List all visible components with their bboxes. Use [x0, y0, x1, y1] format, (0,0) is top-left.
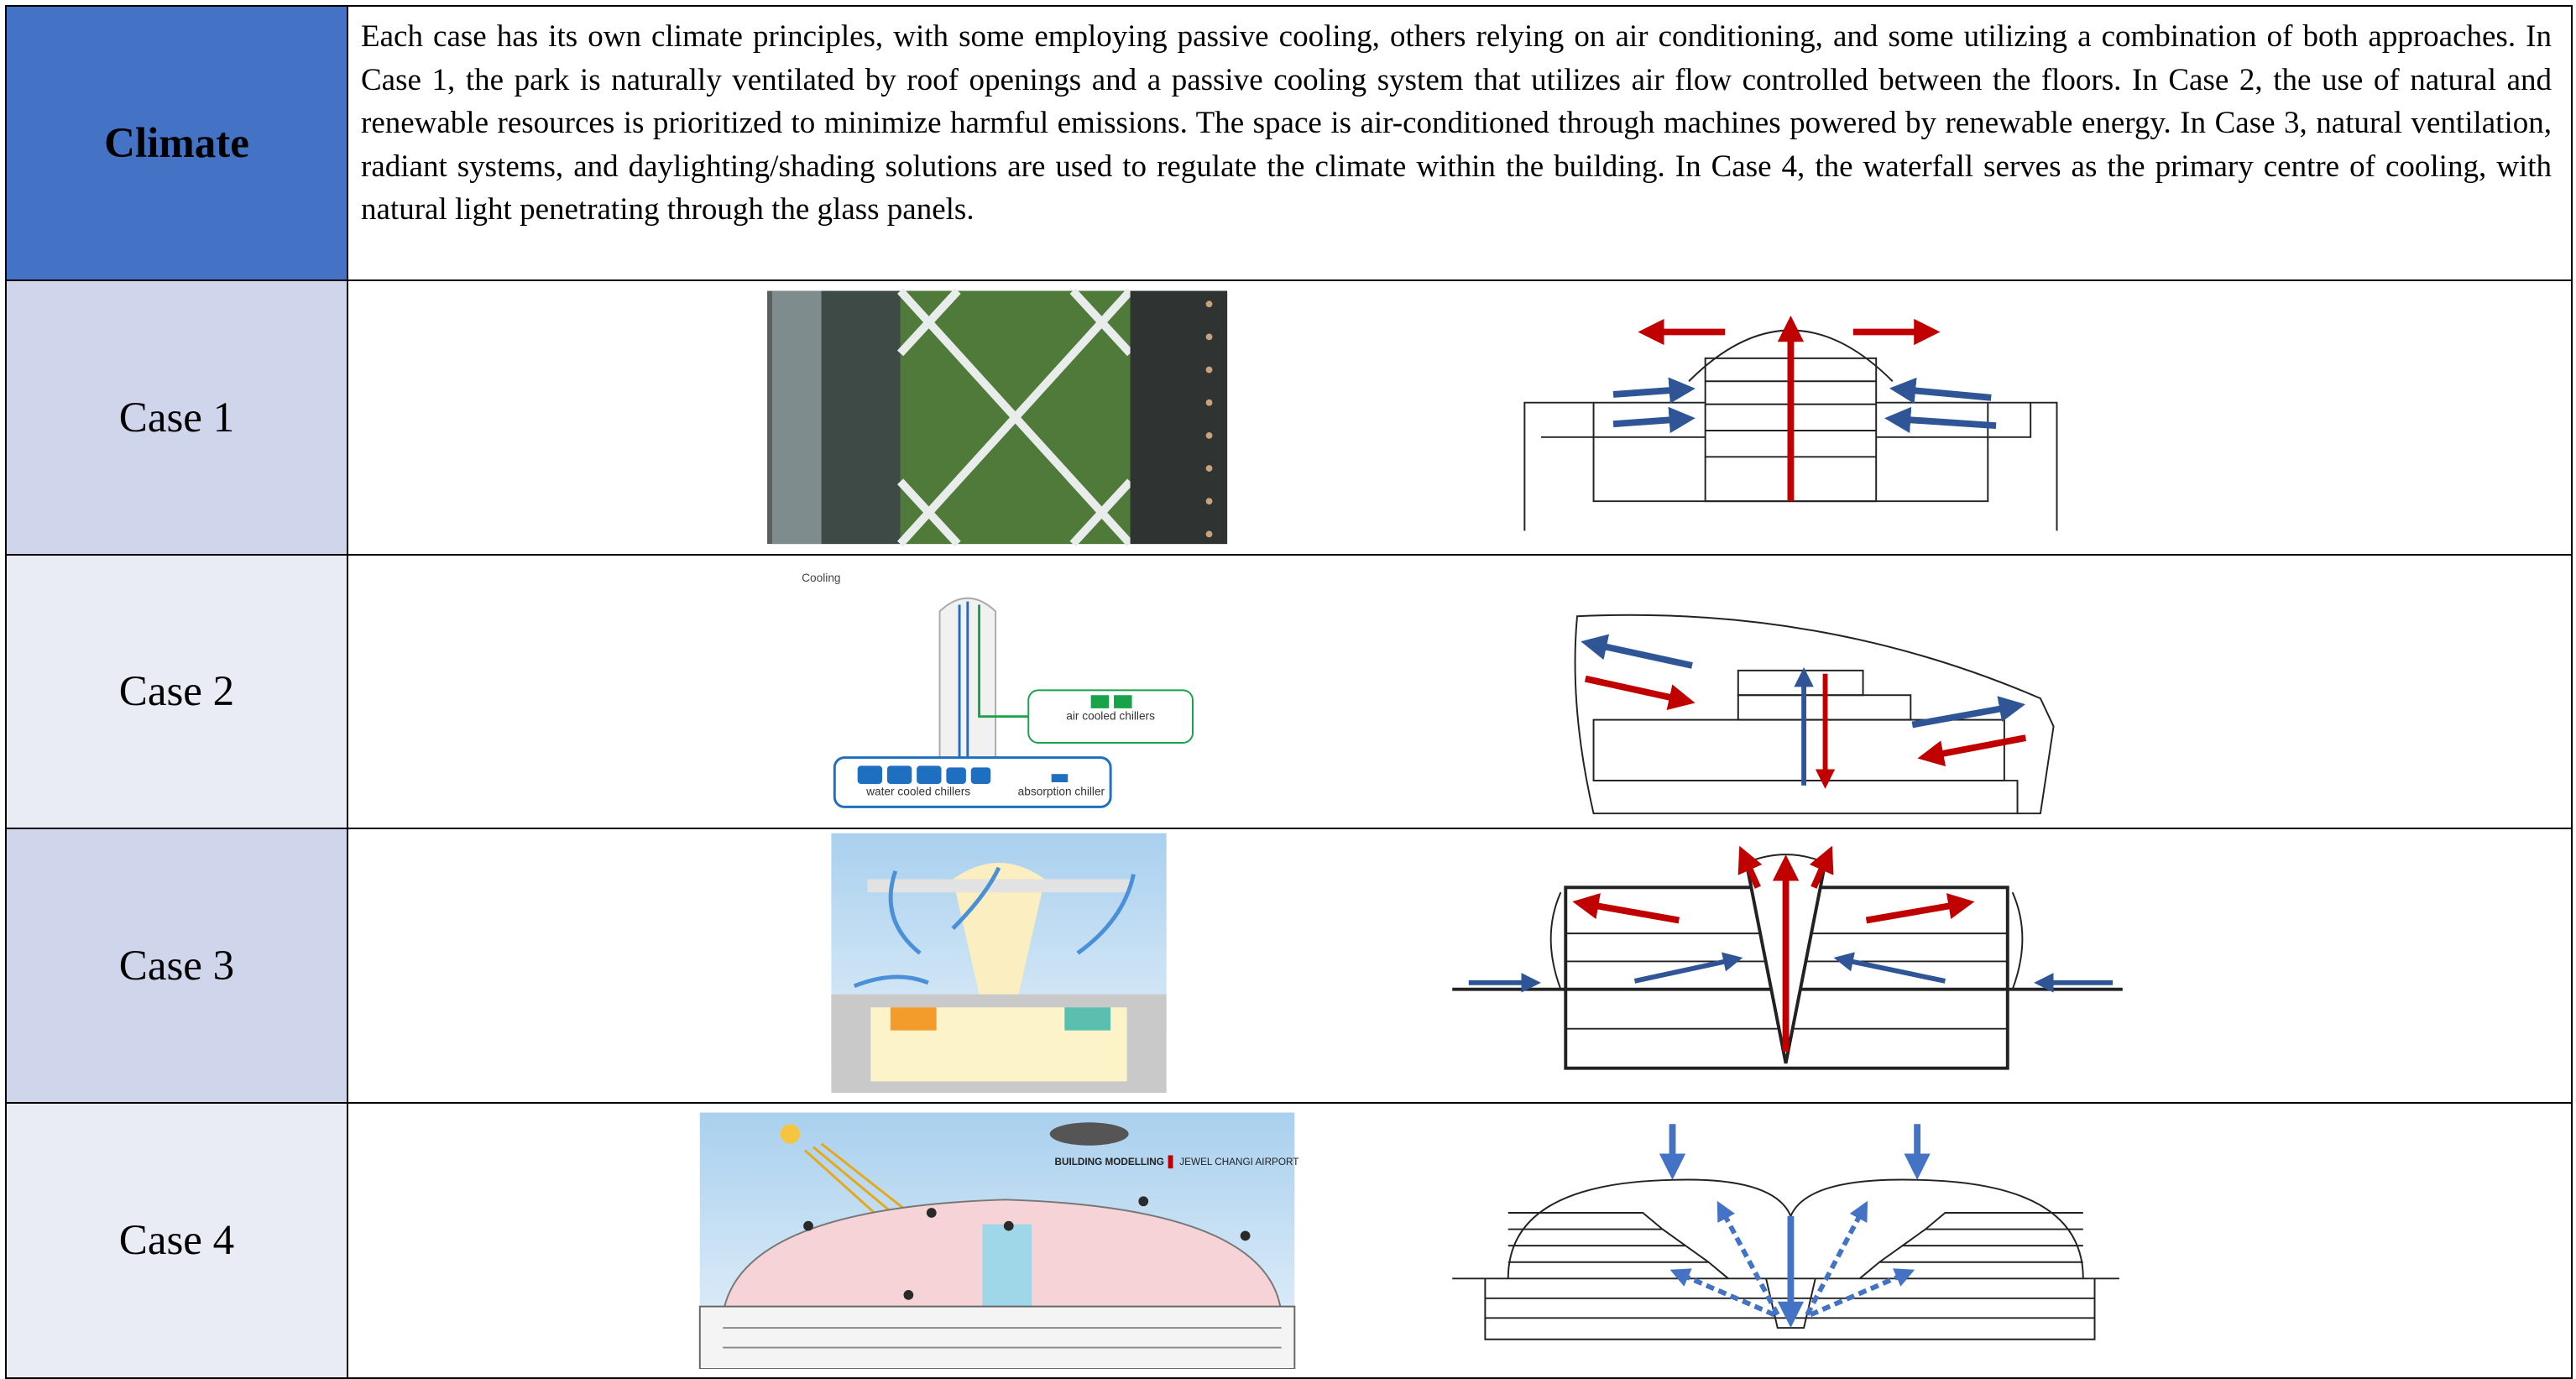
case3-diagram	[1452, 845, 2123, 1070]
header-text: Each case has its own climate principles…	[361, 19, 2552, 227]
image-label: BUILDING MODELLING	[1055, 1157, 1164, 1167]
case4-image: BUILDING MODELLING JEWEL CHANGI AIRPORT	[698, 1112, 1298, 1369]
row-label: Case 4	[5, 1102, 348, 1379]
case4-diagram	[1452, 1124, 2119, 1340]
case3-image	[831, 833, 1167, 1094]
case2-diagram	[1574, 614, 2055, 815]
image-label: Cooling	[802, 572, 840, 584]
case2-image: Cooling air cooled chillers water cooled…	[797, 567, 1203, 814]
case1-diagram	[1523, 315, 2058, 531]
row-label: Case 1	[5, 279, 348, 556]
row-label: Case 2	[5, 554, 348, 829]
image-label: water cooled chillers	[865, 786, 970, 798]
case1-photo	[767, 288, 1228, 547]
image-label: air cooled chillers	[1066, 710, 1155, 723]
header-label: Climate	[5, 5, 348, 281]
image-label: absorption chiller	[1018, 786, 1105, 798]
image-label: JEWEL CHANGI AIRPORT	[1179, 1157, 1298, 1167]
